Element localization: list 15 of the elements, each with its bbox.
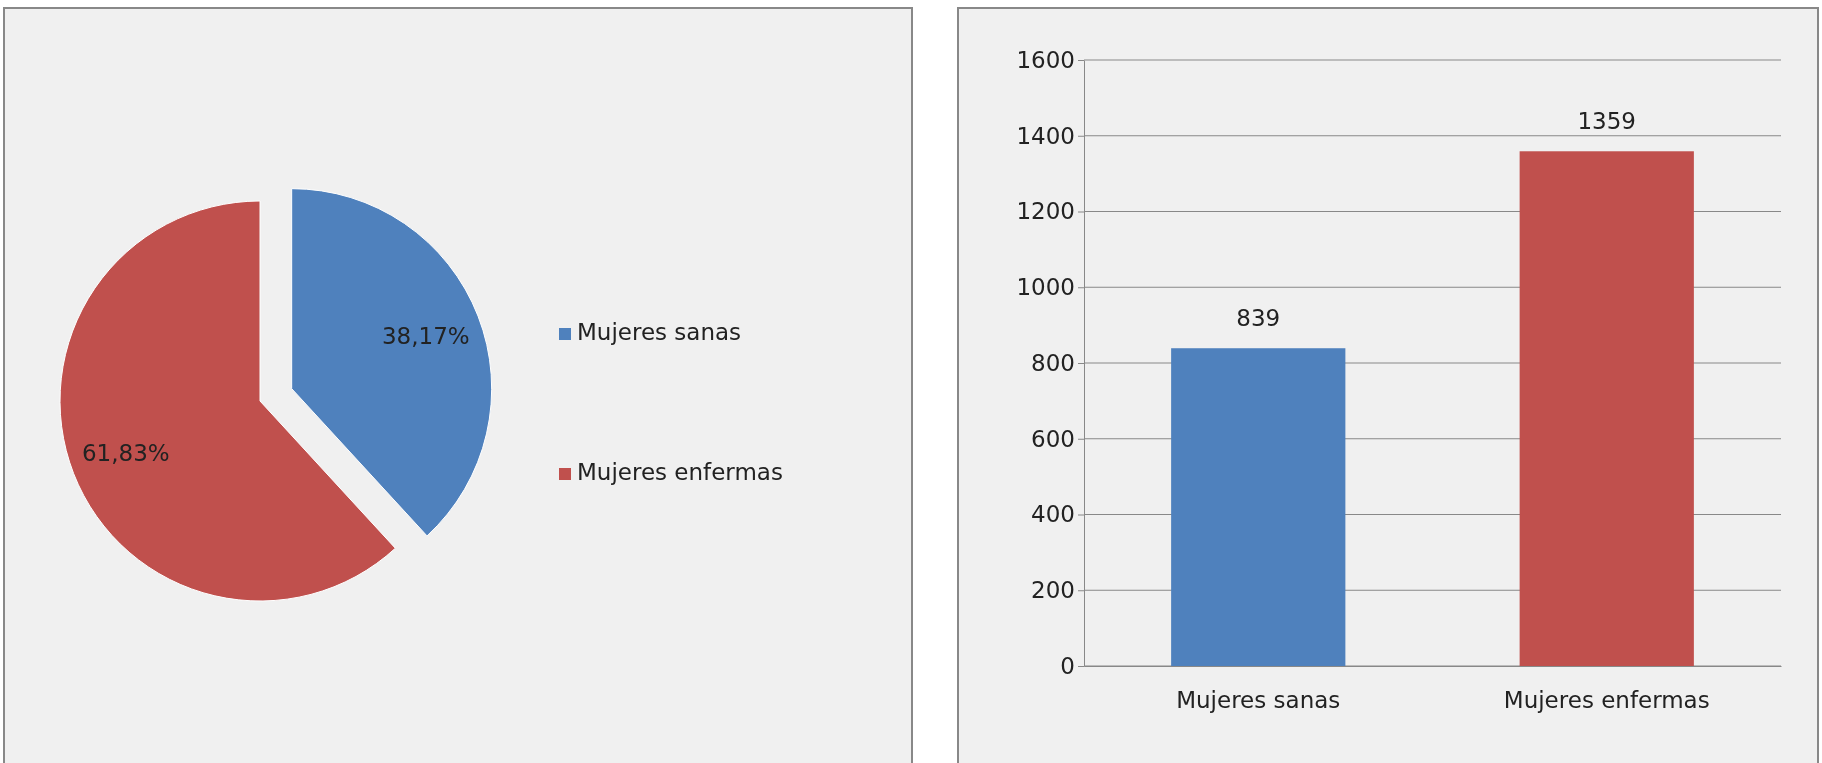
data-label: 1359 <box>1577 108 1637 135</box>
y-tick-label: 600 <box>1031 425 1075 452</box>
y-tick-label: 1200 <box>1016 198 1075 225</box>
y-tick-label: 1400 <box>1016 122 1075 149</box>
y-tick-label: 1600 <box>1016 46 1075 73</box>
y-tick-label: 1000 <box>1016 274 1075 301</box>
legend-label: Mujeres enfermas <box>577 459 783 485</box>
y-tick-label: 400 <box>1031 501 1075 528</box>
data-label: 38,17% <box>382 323 470 350</box>
y-tick-label: 200 <box>1031 577 1075 604</box>
data-label: 839 <box>1236 305 1281 332</box>
legend-label: Mujeres sanas <box>577 319 742 345</box>
y-tick-label: 0 <box>1060 652 1075 679</box>
data-label: 61,83% <box>81 440 170 467</box>
y-tick-label: 800 <box>1031 349 1075 376</box>
